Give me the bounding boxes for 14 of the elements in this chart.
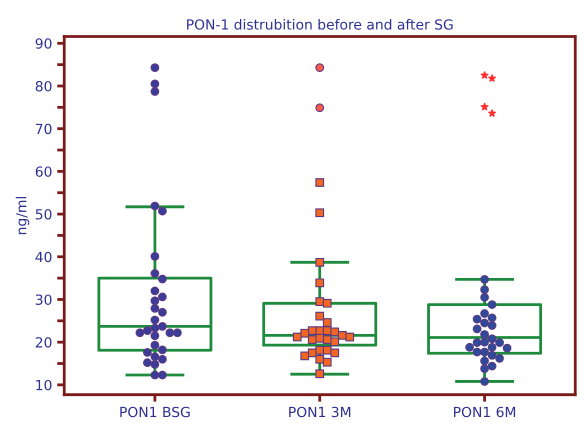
y-tick-label: 50 bbox=[36, 209, 52, 220]
y-tick-label: 70 bbox=[36, 124, 52, 134]
y-tick-label: 30 bbox=[36, 294, 52, 305]
y-tick-label: 40 bbox=[35, 252, 52, 262]
y-tick-label: 20 bbox=[36, 337, 52, 348]
y-tick-label: 80 bbox=[36, 80, 52, 92]
x-tick-label: PON1 BSG bbox=[120, 406, 190, 418]
y-tick-label: 10 bbox=[36, 380, 52, 390]
y-tick-label: 90 bbox=[36, 38, 52, 49]
x-tick-label: PON1 3M bbox=[289, 406, 350, 418]
y-axis-title: ng/ml bbox=[16, 197, 30, 234]
chart-title: PON-1 distrubition before and after SG bbox=[187, 18, 453, 30]
y-tick-label: 60 bbox=[36, 166, 52, 177]
x-tick-label: PON1 6M bbox=[454, 406, 516, 418]
